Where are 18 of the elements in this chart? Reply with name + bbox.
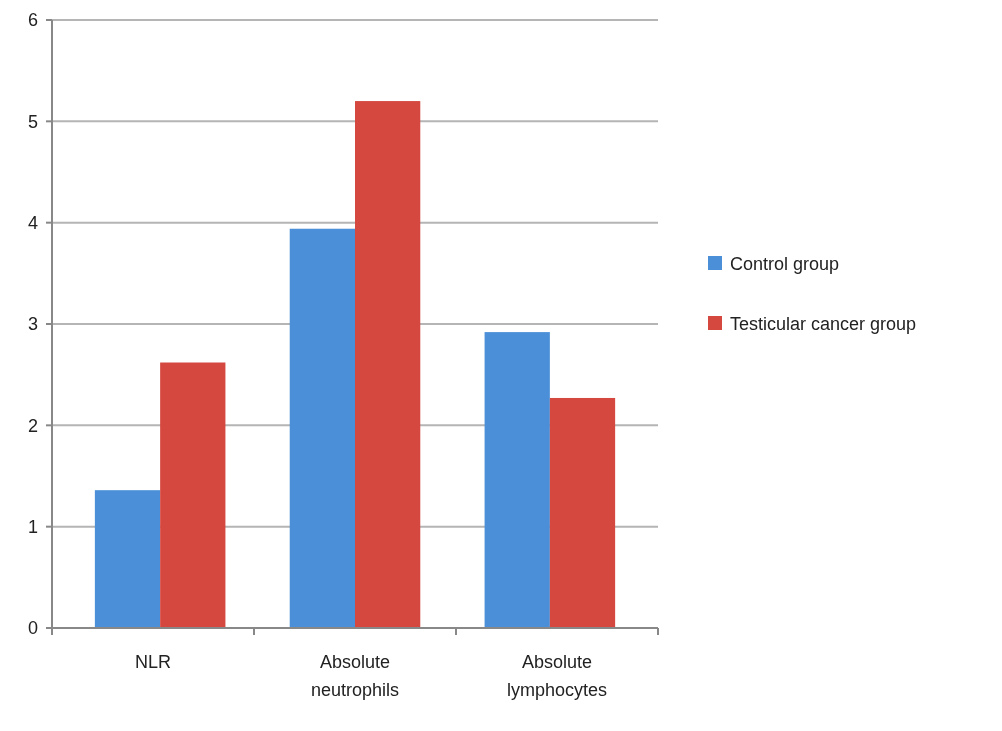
x-tick-label: Absolute neutrophils xyxy=(310,652,400,700)
bar xyxy=(549,397,616,628)
y-tick-label: 6 xyxy=(27,10,38,31)
legend-label: Testicular cancer group xyxy=(730,314,917,335)
legend-label: Control group xyxy=(730,254,840,275)
bar xyxy=(94,490,161,628)
y-tick-label: 1 xyxy=(27,516,38,537)
bar xyxy=(289,228,355,628)
y-tick-label: 5 xyxy=(27,111,38,132)
bar xyxy=(484,332,550,628)
bar xyxy=(355,101,421,628)
x-tick-label: NLR xyxy=(134,652,172,672)
bar xyxy=(160,362,226,628)
y-tick-label: 3 xyxy=(27,314,38,335)
x-tick-label: Absolute lymphocytes xyxy=(506,652,608,700)
y-tick-label: 0 xyxy=(27,618,38,639)
y-tick-label: 4 xyxy=(27,212,38,233)
y-tick-label: 2 xyxy=(27,415,38,436)
